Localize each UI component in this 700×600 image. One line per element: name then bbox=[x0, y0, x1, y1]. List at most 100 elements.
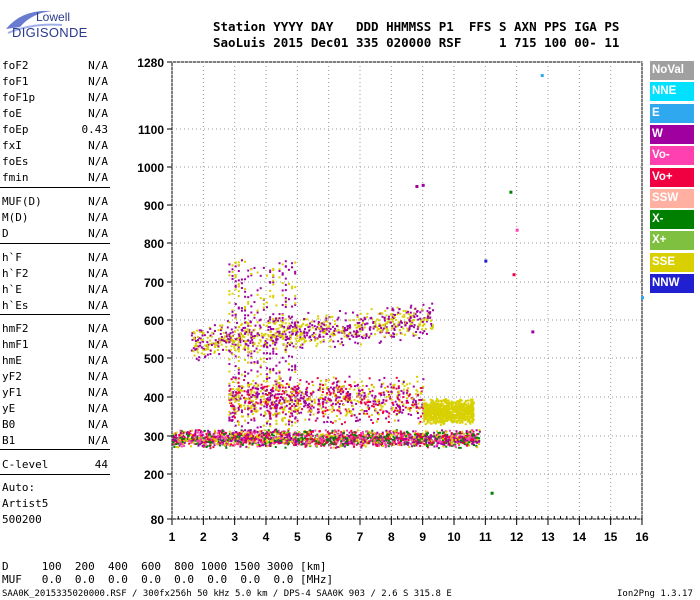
echo-point bbox=[256, 443, 259, 446]
echo-point bbox=[256, 391, 259, 394]
echo-point bbox=[287, 362, 290, 365]
echo-point bbox=[190, 349, 193, 352]
echo-point bbox=[353, 381, 356, 384]
echo-point bbox=[289, 344, 292, 347]
echo-point bbox=[284, 351, 287, 354]
echo-point bbox=[244, 375, 247, 378]
y-tick-label: 1000 bbox=[137, 161, 164, 175]
echo-point bbox=[253, 432, 256, 435]
echo-point bbox=[322, 415, 325, 418]
echo-point bbox=[217, 429, 220, 432]
echo-point bbox=[361, 337, 364, 340]
echo-point bbox=[214, 439, 217, 442]
echo-point bbox=[253, 394, 256, 397]
echo-point bbox=[221, 439, 224, 442]
echo-point bbox=[249, 321, 252, 324]
echo-point bbox=[284, 423, 287, 426]
echo-point bbox=[410, 320, 413, 323]
echo-point bbox=[331, 332, 334, 335]
echo-point bbox=[459, 431, 462, 434]
echo-point bbox=[305, 380, 308, 383]
echo-point bbox=[240, 411, 243, 414]
echo-point bbox=[214, 432, 217, 435]
echo-point bbox=[340, 438, 343, 441]
echo-point bbox=[299, 397, 302, 400]
echo-point bbox=[339, 388, 342, 391]
echo-point bbox=[232, 415, 235, 418]
echo-point bbox=[256, 345, 259, 348]
echo-point bbox=[234, 396, 237, 399]
echo-point bbox=[397, 419, 400, 422]
echo-point bbox=[418, 422, 421, 425]
echo-point bbox=[373, 441, 376, 444]
echo-point bbox=[238, 337, 241, 340]
echo-point bbox=[337, 391, 340, 394]
echo-point bbox=[308, 444, 311, 447]
echo-point bbox=[272, 268, 275, 271]
echo-point bbox=[269, 398, 272, 401]
echo-point bbox=[262, 323, 265, 326]
echo-point bbox=[377, 413, 380, 416]
echo-point bbox=[417, 402, 420, 405]
echo-point bbox=[454, 440, 457, 443]
echo-point bbox=[328, 443, 331, 446]
echo-point bbox=[283, 406, 286, 409]
echo-point bbox=[253, 316, 256, 319]
echo-point bbox=[194, 344, 197, 347]
echo-point bbox=[442, 437, 445, 440]
echo-point bbox=[240, 373, 243, 376]
echo-point bbox=[406, 442, 409, 445]
echo-point bbox=[405, 439, 408, 442]
echo-point bbox=[468, 433, 471, 436]
echo-point bbox=[236, 338, 239, 341]
echo-point bbox=[295, 409, 298, 412]
echo-point bbox=[395, 414, 398, 417]
echo-point bbox=[374, 321, 377, 324]
echo-point bbox=[235, 435, 238, 438]
echo-point bbox=[287, 420, 290, 423]
echo-point bbox=[226, 320, 229, 323]
echo-point bbox=[460, 432, 463, 435]
echo-point bbox=[217, 432, 220, 435]
echo-point bbox=[283, 442, 286, 445]
echo-point bbox=[222, 339, 225, 342]
echo-point bbox=[280, 384, 283, 387]
echo-point bbox=[317, 441, 320, 444]
echo-point bbox=[436, 409, 439, 412]
echo-point bbox=[304, 399, 307, 402]
echo-point bbox=[267, 333, 270, 336]
echo-point bbox=[207, 434, 210, 437]
echo-point bbox=[376, 403, 379, 406]
echo-point bbox=[465, 441, 468, 444]
auto-artist: Artist5 bbox=[2, 497, 49, 510]
echo-point bbox=[347, 335, 350, 338]
echo-point bbox=[383, 335, 386, 338]
echo-point bbox=[327, 327, 330, 330]
echo-point bbox=[221, 441, 224, 444]
echo-point bbox=[406, 437, 409, 440]
echo-point bbox=[236, 392, 239, 395]
echo-point bbox=[359, 330, 362, 333]
echo-point bbox=[421, 434, 424, 437]
echo-point bbox=[306, 334, 309, 337]
echo-point bbox=[234, 397, 237, 400]
param-name: B1 bbox=[2, 434, 16, 447]
echo-point bbox=[294, 417, 297, 420]
param-value: N/A bbox=[88, 322, 108, 335]
echo-point bbox=[354, 431, 357, 434]
echo-point bbox=[290, 409, 293, 412]
echo-point bbox=[340, 387, 343, 390]
echo-point bbox=[278, 335, 281, 338]
echo-point bbox=[301, 346, 304, 349]
echo-point bbox=[276, 393, 279, 396]
echo-point bbox=[419, 420, 422, 423]
echo-point bbox=[355, 434, 358, 437]
echo-point bbox=[274, 431, 277, 434]
echo-point bbox=[466, 439, 469, 442]
echo-point bbox=[332, 340, 335, 343]
auto-code: 500200 bbox=[2, 513, 42, 526]
echo-point bbox=[317, 443, 320, 446]
echo-point bbox=[462, 437, 465, 440]
echo-point bbox=[186, 438, 189, 441]
echo-point bbox=[249, 440, 252, 443]
